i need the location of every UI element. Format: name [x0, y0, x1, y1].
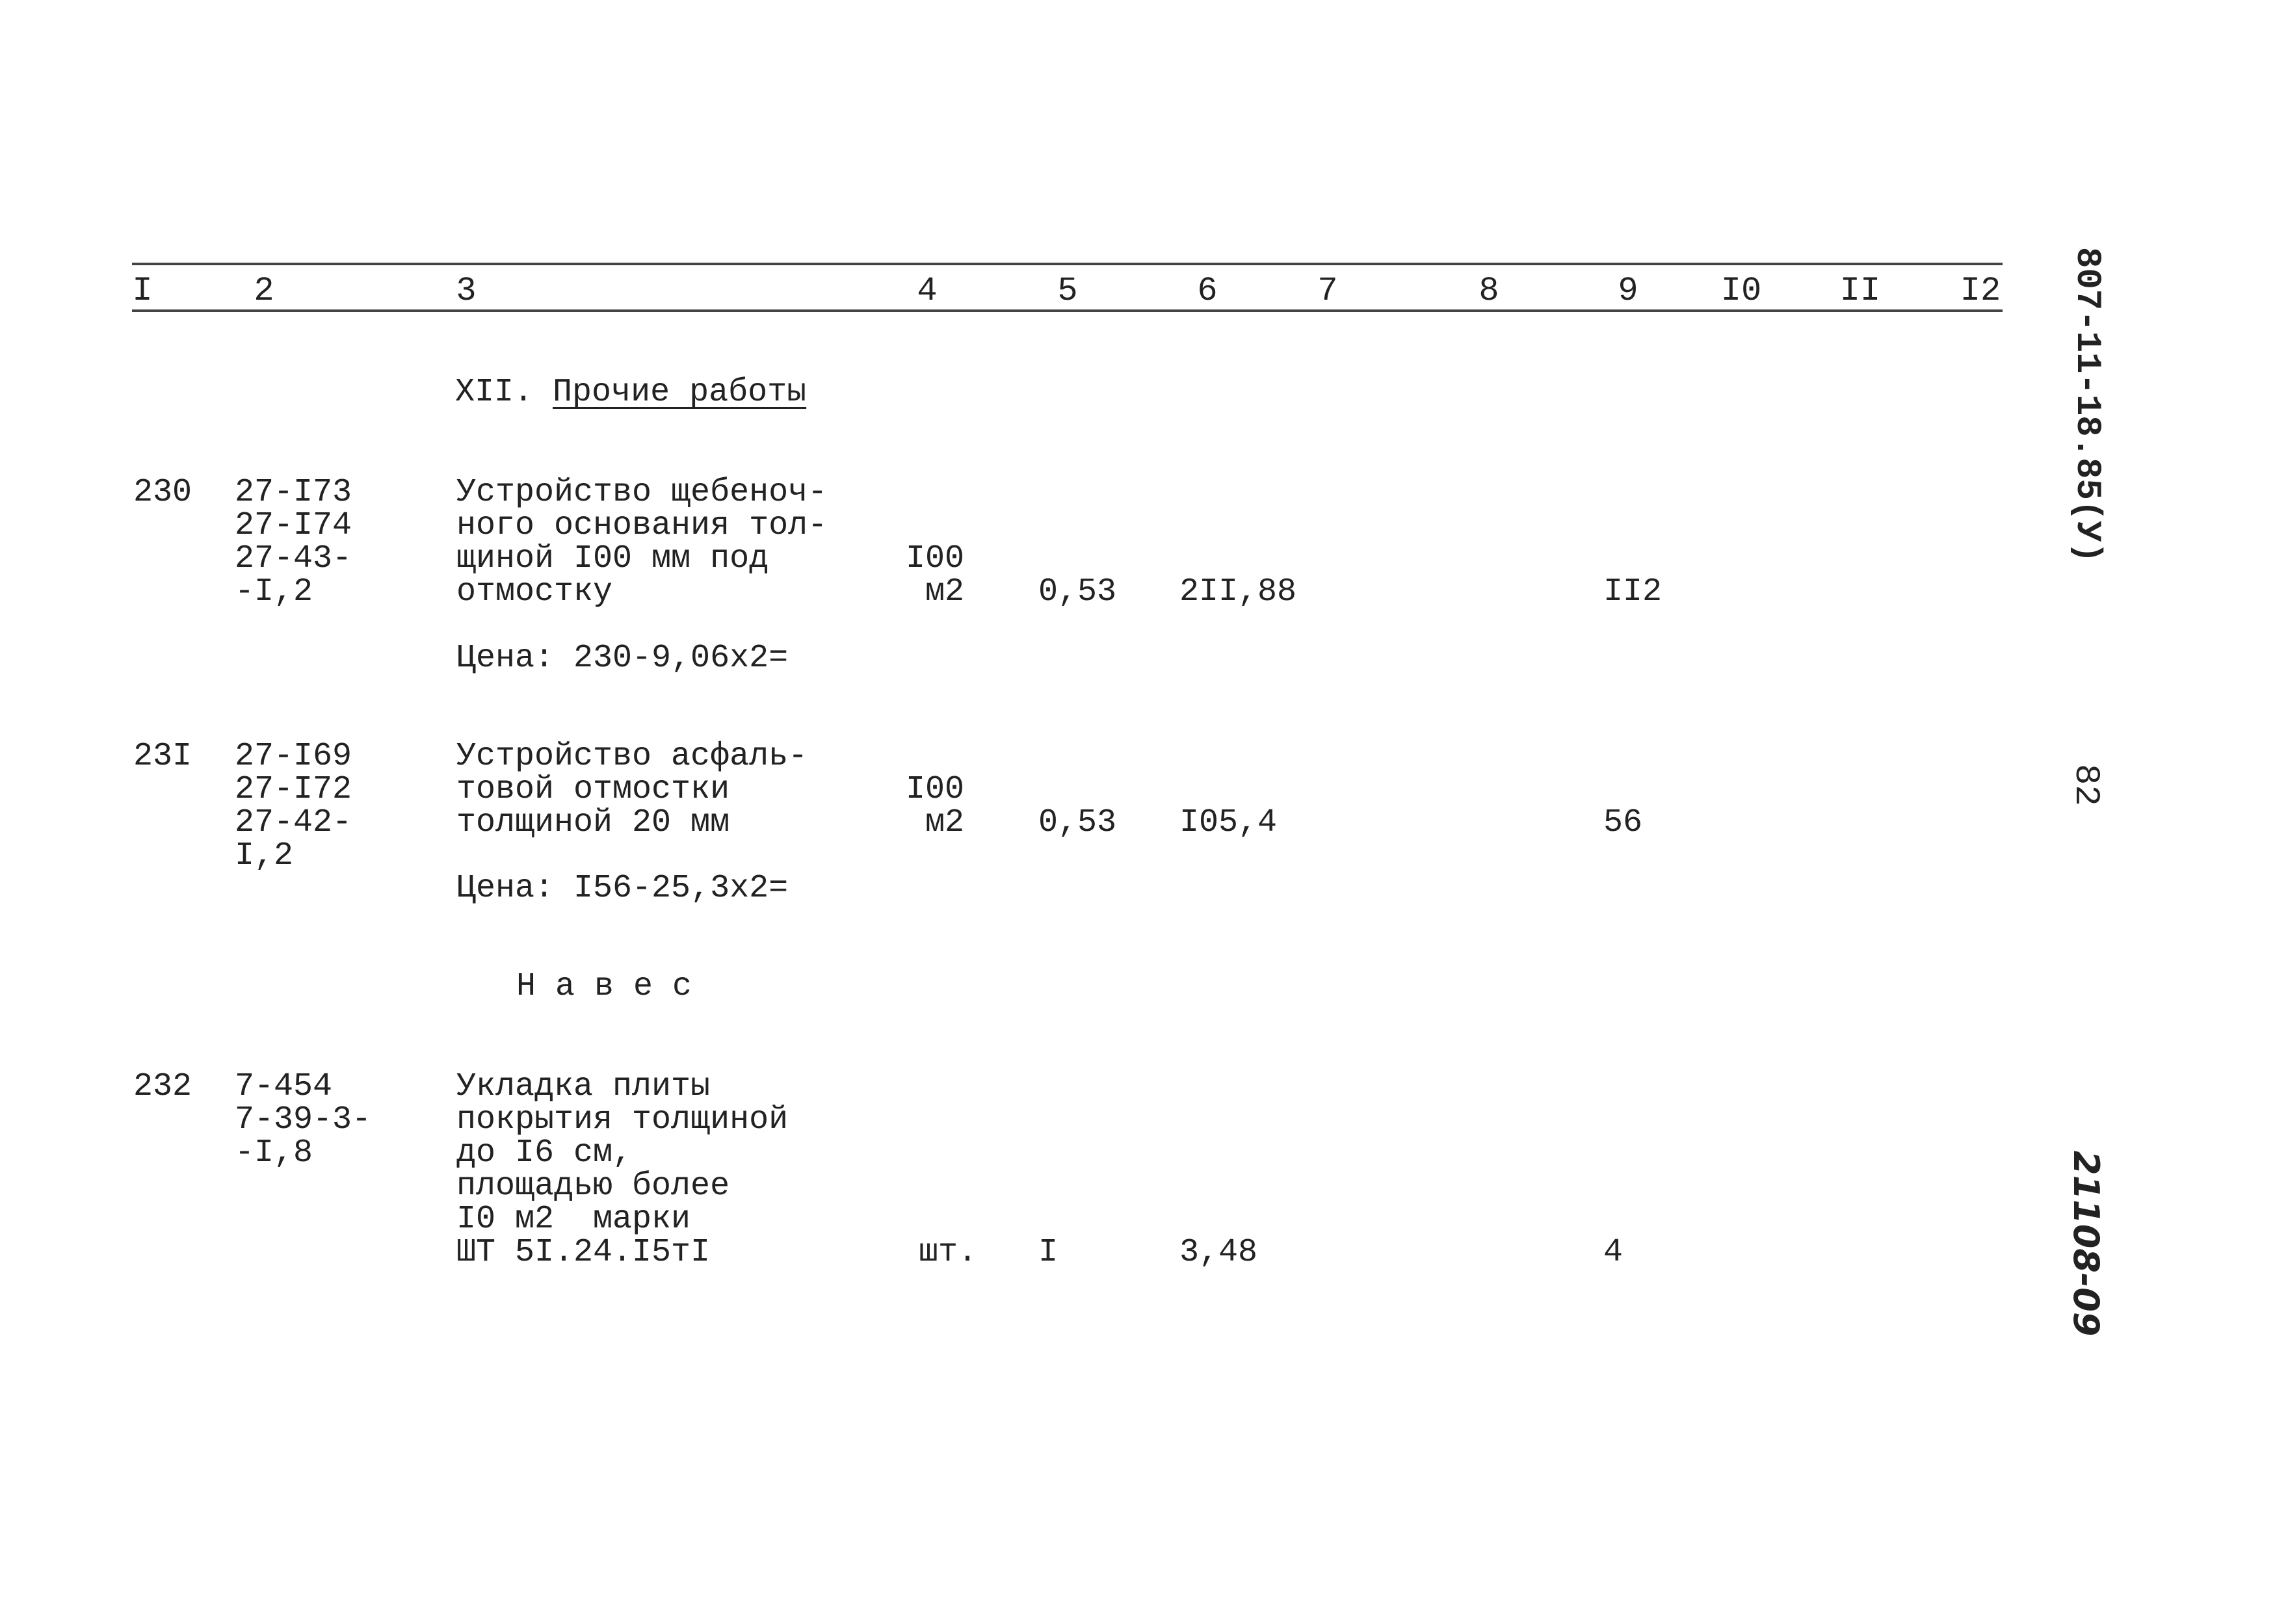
- description-line: ного основания тол-: [456, 507, 828, 544]
- row-col6: 2II,88: [1179, 573, 1297, 610]
- code-line: I,2: [235, 837, 294, 874]
- description-line: до I6 см,: [456, 1134, 633, 1172]
- row-price: Цена: 230-9,06х2=: [456, 640, 789, 677]
- row-col9: 4: [1603, 1234, 1624, 1271]
- description-line: щиной I00 мм под: [456, 540, 769, 577]
- row-number: 232: [133, 1068, 192, 1105]
- subsection-heading: Н а в е с: [516, 968, 692, 1005]
- row-col6: 3,48: [1179, 1234, 1258, 1271]
- section-title: Прочие работы: [553, 374, 807, 411]
- description-line: толщиной 20 мм: [456, 804, 730, 841]
- row-unit: I00 м2: [899, 542, 964, 609]
- row-description: Устройство асфаль-товой отмостки толщиной…: [456, 740, 808, 839]
- row-unit: шт.: [919, 1234, 978, 1271]
- unit-line: м2: [925, 804, 964, 841]
- row-codes: 27-I73 27-I74 27-43- -I,2: [235, 476, 352, 609]
- sheet-code-handwritten: 21108-09: [2066, 1151, 2107, 1337]
- description-line: площадью более: [456, 1168, 730, 1205]
- header-col-10: I0: [1720, 272, 1762, 310]
- row-unit: I00 м2: [899, 773, 964, 839]
- code-line: 7-454: [235, 1068, 333, 1105]
- section-heading: XII. Прочие работы: [455, 376, 806, 409]
- code-line: 7-39-3-: [235, 1101, 372, 1138]
- header-col-6: 6: [1197, 272, 1218, 310]
- header-col-12: I2: [1960, 272, 2001, 310]
- code-line: 27-I74: [235, 507, 352, 544]
- description-line: товой отмостки: [456, 771, 730, 808]
- row-number: 230: [133, 474, 192, 511]
- row-col9: II2: [1603, 573, 1663, 610]
- row-description: Устройство щебеноч-ного основания тол-щи…: [456, 476, 827, 609]
- unit-line: I00: [905, 771, 964, 808]
- code-line: 27-I72: [235, 771, 352, 808]
- section-number: XII.: [455, 374, 534, 411]
- row-description: Укладка плиты покрытия толщиной до I6 см, п…: [456, 1070, 788, 1269]
- description-line: отмостку: [456, 573, 613, 610]
- row-price: Цена: I56-25,3х2=: [456, 870, 789, 907]
- description-line: Устройство асфаль-: [456, 738, 808, 775]
- header-col-8: 8: [1479, 272, 1499, 310]
- row-col5: 0,53: [1038, 804, 1117, 841]
- description-line: покрытия толщиной: [456, 1101, 789, 1138]
- row-col5: I: [1038, 1234, 1059, 1271]
- code-line: 27-42-: [235, 804, 352, 841]
- unit-line: м2: [925, 573, 964, 610]
- row-col5: 0,53: [1038, 573, 1117, 610]
- header-col-11: II: [1839, 272, 1881, 310]
- header-col-7: 7: [1317, 272, 1338, 310]
- header-col-3: 3: [456, 272, 477, 310]
- header-col-9: 9: [1618, 272, 1638, 310]
- doc-code-stamp: 807-11-18.85(У): [2067, 247, 2107, 564]
- header-col-5: 5: [1057, 272, 1078, 310]
- row-col9: 56: [1603, 804, 1643, 841]
- unit-line: I00: [905, 540, 964, 577]
- description-line: ШТ 5I.24.I5тI: [456, 1234, 711, 1271]
- header-col-1: I: [132, 272, 153, 310]
- code-line: 27-I73: [235, 474, 352, 511]
- row-col6: I05,4: [1179, 804, 1278, 841]
- header-bottom-rule: [132, 309, 2003, 312]
- header-col-2: 2: [254, 272, 274, 310]
- row-codes: 27-I69 27-I72 27-42- I,2: [235, 740, 352, 872]
- row-codes: 7-454 7-39-3- -I,8: [235, 1070, 371, 1170]
- code-line: -I,8: [235, 1134, 313, 1172]
- description-line: I0 м2 марки: [456, 1201, 691, 1238]
- header-top-rule: [132, 263, 2003, 265]
- code-line: 27-43-: [235, 540, 352, 577]
- code-line: -I,2: [235, 573, 313, 610]
- row-number: 23I: [133, 738, 192, 775]
- page-number: 82: [2066, 764, 2105, 806]
- description-line: Укладка плиты: [456, 1068, 711, 1105]
- header-col-4: 4: [917, 272, 938, 310]
- code-line: 27-I69: [235, 738, 352, 775]
- description-line: Устройство щебеноч-: [456, 474, 828, 511]
